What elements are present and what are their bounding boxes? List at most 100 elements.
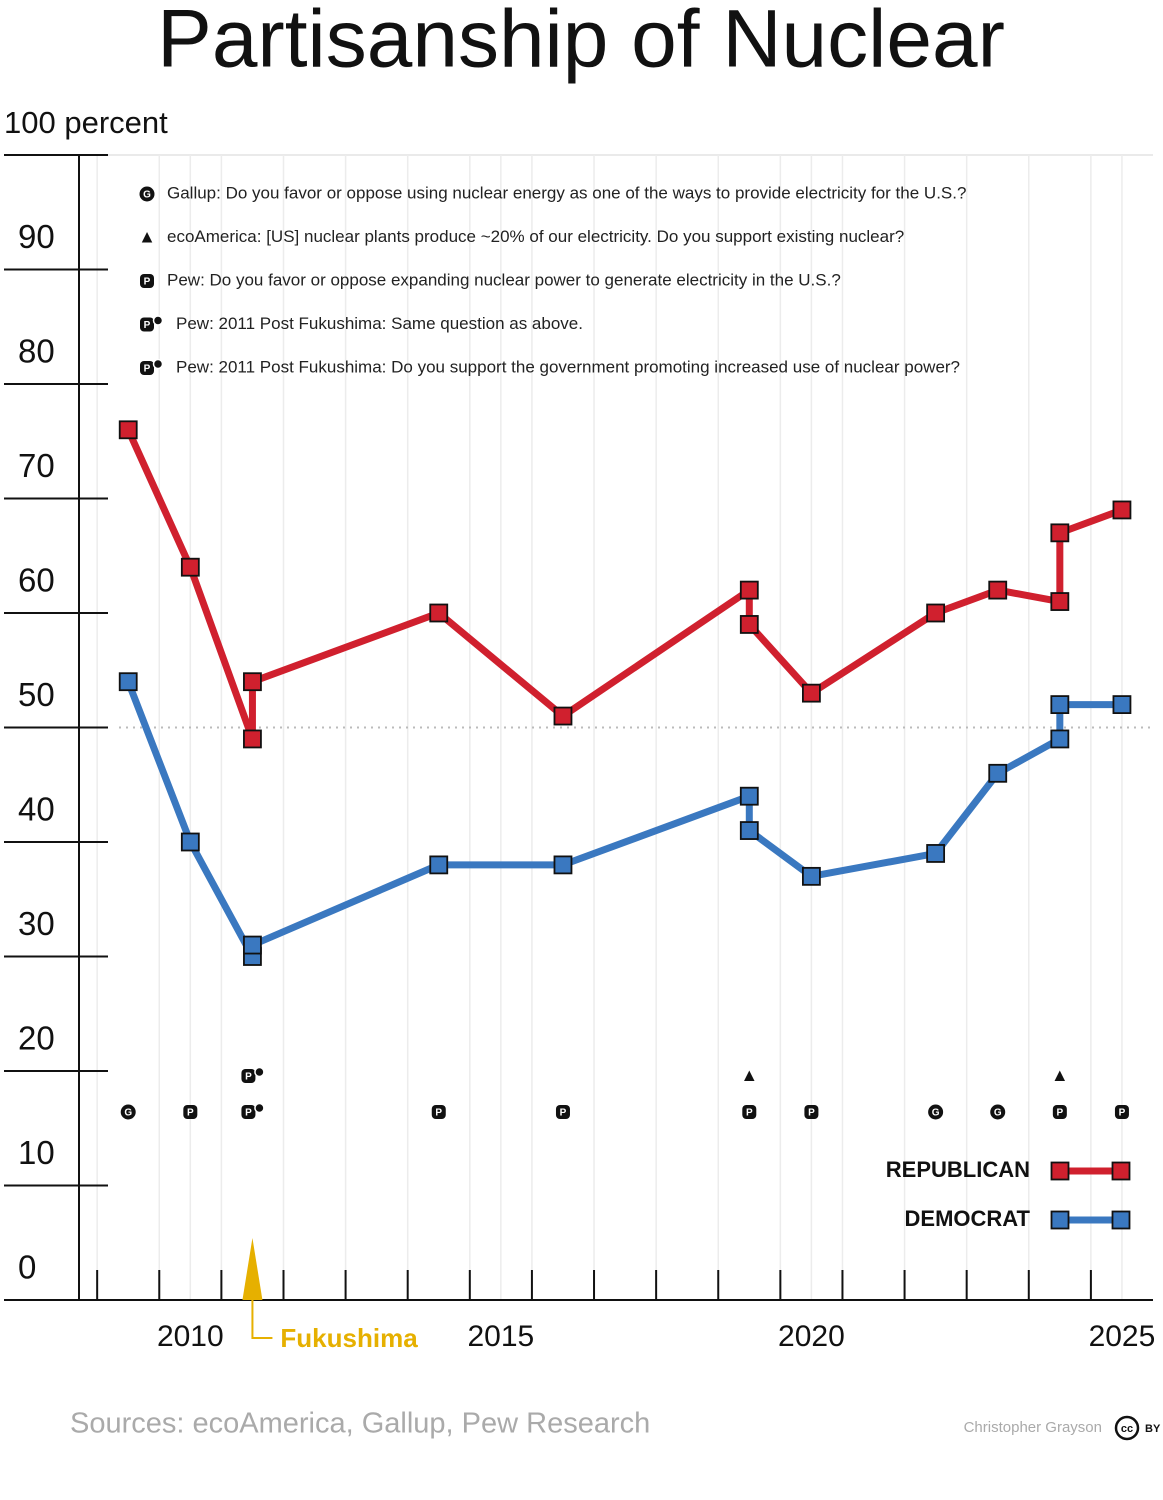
x-tick-label: 2010	[157, 1320, 224, 1353]
survey-icon: ▲	[138, 226, 156, 246]
survey-icon: P	[435, 1108, 442, 1119]
y-tick-label: 40	[18, 791, 55, 828]
data-point	[553, 855, 573, 875]
data-point	[739, 615, 759, 634]
legend-label: REPUBLICAN	[886, 1157, 1030, 1182]
survey-icon-bg	[241, 1069, 256, 1083]
event-leader	[251, 1300, 273, 1339]
legend-label: DEMOCRAT	[905, 1206, 1031, 1231]
y-tick-label: 0	[18, 1249, 36, 1286]
data-point	[926, 603, 946, 623]
series-line	[125, 428, 1124, 743]
y-tick-label: 20	[18, 1020, 55, 1057]
survey-icon: P	[187, 1108, 194, 1119]
y-tick-label: 80	[18, 333, 55, 370]
data-point	[988, 763, 1008, 783]
data-point	[429, 855, 449, 875]
survey-icon-bg	[1052, 1105, 1067, 1119]
survey-icon: P	[245, 1072, 252, 1083]
survey-icon: P	[144, 320, 151, 331]
survey-icon-bg	[140, 361, 154, 375]
x-tick-label: 2020	[778, 1320, 845, 1353]
legend-swatch	[1050, 1210, 1070, 1230]
data-point	[988, 580, 1008, 600]
survey-icon: P	[144, 277, 151, 288]
survey-icon: P	[1057, 1108, 1064, 1119]
survey-legend-text: ecoAmerica: [US] nuclear plants produce …	[167, 227, 904, 246]
survey-icon-bg	[140, 317, 154, 332]
survey-icon-bg	[140, 274, 154, 288]
survey-icon: G	[994, 1108, 1002, 1119]
data-point	[118, 420, 138, 440]
data-point	[118, 672, 138, 692]
data-point	[1050, 729, 1070, 749]
survey-icon-bg	[139, 186, 155, 202]
survey-icon-bg	[120, 1104, 136, 1120]
x-tick-label: 2015	[467, 1320, 534, 1353]
license-cc: cc	[1121, 1423, 1133, 1435]
survey-icon: ▲	[1051, 1065, 1069, 1085]
data-point	[180, 557, 200, 577]
data-point	[243, 935, 262, 955]
y-tick-label: 30	[18, 905, 55, 942]
survey-icon-bg	[1114, 1105, 1129, 1119]
data-point	[739, 786, 759, 806]
data-point	[1050, 592, 1070, 611]
license-by: BY	[1145, 1423, 1161, 1435]
data-point	[802, 866, 821, 886]
data-point	[1112, 500, 1132, 520]
survey-icon: P	[144, 364, 151, 375]
survey-icon-bg	[183, 1105, 198, 1119]
survey-icon-badge	[254, 1066, 265, 1078]
survey-icon: P	[560, 1108, 567, 1119]
survey-icon-bg	[241, 1105, 256, 1119]
data-point	[429, 603, 449, 623]
survey-icon-badge	[152, 315, 164, 326]
data-point	[739, 821, 759, 840]
survey-icon-bg	[742, 1105, 757, 1119]
data-point	[553, 706, 573, 726]
source: Sources: ecoAmerica, Gallup, Pew Researc…	[70, 1408, 650, 1440]
data-point	[1050, 523, 1070, 543]
survey-icon-badge	[254, 1102, 265, 1114]
survey-icon: P	[1119, 1108, 1126, 1119]
chart-title: Partisanship of Nuclear	[157, 0, 1005, 85]
survey-icon: G	[124, 1108, 132, 1119]
survey-legend-text: Pew: 2011 Post Fukushima: Same question …	[176, 314, 583, 333]
y-tick-label: 100 percent	[4, 105, 168, 140]
survey-icon: P	[245, 1108, 252, 1119]
author: Christopher Grayson	[964, 1419, 1102, 1436]
survey-icon-badge	[152, 358, 164, 370]
y-tick-label: 90	[18, 218, 55, 255]
y-tick-label: 60	[18, 562, 55, 599]
survey-icon: G	[143, 190, 151, 201]
survey-icon: P	[808, 1108, 815, 1119]
data-point	[180, 832, 200, 852]
x-tick-label: 2025	[1089, 1320, 1156, 1353]
series-line	[124, 680, 1122, 960]
data-point	[243, 672, 262, 692]
legend-swatch	[1111, 1161, 1131, 1181]
survey-icon-bg	[431, 1105, 446, 1119]
survey-legend-text: Pew: Do you favor or oppose expanding nu…	[167, 270, 841, 289]
survey-icon: P	[746, 1108, 753, 1119]
data-point	[802, 683, 821, 703]
survey-legend-text: Gallup: Do you favor or oppose using nuc…	[167, 183, 966, 202]
y-tick-label: 70	[18, 447, 55, 484]
data-point	[1112, 695, 1132, 714]
survey-icon: ▲	[740, 1065, 758, 1085]
legend-swatch	[1050, 1161, 1070, 1181]
y-tick-label: 10	[18, 1134, 55, 1171]
survey-icon-bg	[555, 1105, 570, 1119]
y-tick-label: 50	[18, 676, 55, 713]
survey-icon-bg	[928, 1104, 944, 1120]
data-point	[739, 580, 759, 600]
data-point	[926, 844, 946, 863]
survey-legend-text: Pew: 2011 Post Fukushima: Do you support…	[176, 357, 960, 376]
license-icon	[1114, 1415, 1140, 1441]
data-point	[243, 729, 262, 749]
event-marker	[242, 1238, 263, 1300]
event-label: Fukushima	[280, 1323, 418, 1353]
survey-icon-bg	[990, 1104, 1006, 1120]
